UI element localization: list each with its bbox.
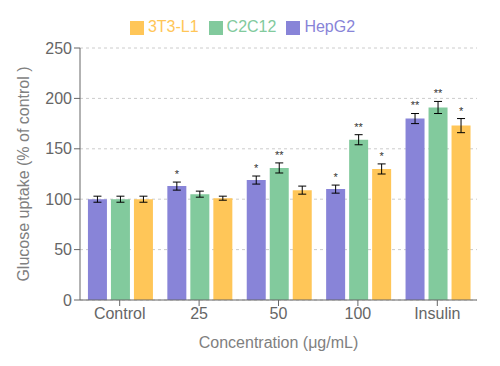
svg-text:*: * [379,150,384,162]
svg-text:150: 150 [45,140,72,157]
svg-text:Control: Control [94,305,146,322]
svg-text:100: 100 [45,191,72,208]
svg-text:*: * [333,171,338,183]
svg-text:Insulin: Insulin [414,305,460,322]
svg-text:50: 50 [270,305,288,322]
svg-text:0: 0 [63,292,72,309]
svg-text:*: * [459,105,464,117]
svg-text:200: 200 [45,90,72,107]
svg-text:**: ** [275,149,284,161]
html-text:C2C12: C2C12 [226,18,277,35]
svg-text:**: ** [411,99,420,111]
svg-text:25: 25 [190,305,208,322]
svg-text:**: ** [354,121,363,133]
svg-text:Concentration (μg/mL): Concentration (μg/mL) [199,334,359,351]
svg-text:**: ** [434,87,443,99]
html-text:HepG2: HepG2 [304,18,356,35]
svg-text:50: 50 [54,241,72,258]
svg-text:100: 100 [345,305,372,322]
svg-text:*: * [254,162,259,174]
svg-text:250: 250 [45,40,72,57]
svg-text:*: * [175,168,180,180]
svg-text:Glucose uptake (% of control ): Glucose uptake (% of control ) [15,66,32,281]
html-text:3T3-L1: 3T3-L1 [147,18,199,35]
